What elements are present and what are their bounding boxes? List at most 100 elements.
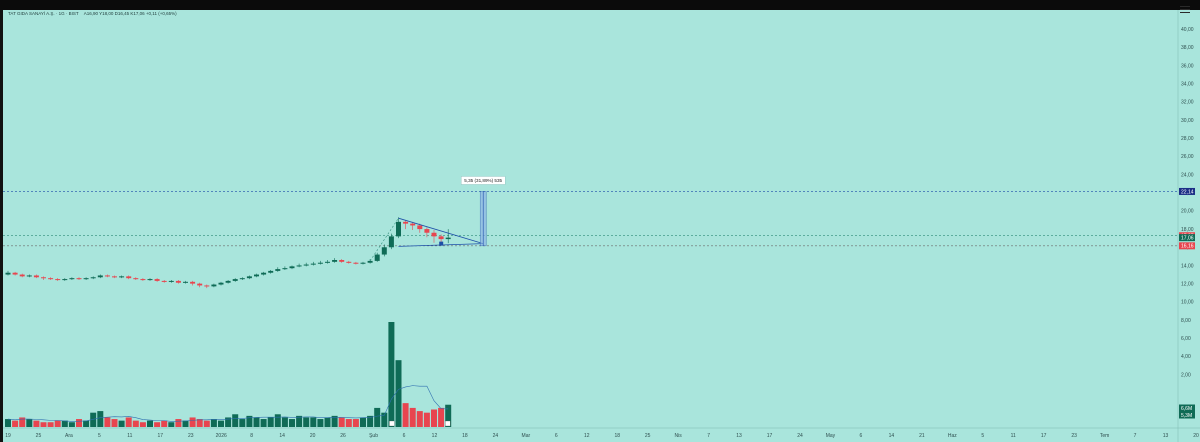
time-tick-label: 5 xyxy=(98,433,101,439)
price-tick-label: 8,00 xyxy=(1181,318,1191,324)
symbol-title[interactable]: TAT GIDA SANAYİ A.Ş. · 1G · BIST xyxy=(8,11,79,16)
candle-body xyxy=(41,277,46,279)
candle-body xyxy=(381,247,387,255)
time-tick-label: 25 xyxy=(645,433,651,439)
candle-body xyxy=(261,272,267,275)
candle-body xyxy=(431,232,437,237)
candle-body xyxy=(26,275,32,277)
volume-bar xyxy=(381,412,388,427)
time-tick-label: 20 xyxy=(310,433,316,439)
candle-body xyxy=(353,262,359,264)
candle-body xyxy=(310,263,316,265)
candle-body xyxy=(154,279,160,281)
candle-body xyxy=(225,280,231,283)
candle-body xyxy=(140,279,146,281)
time-tick-label: Tem xyxy=(1100,433,1109,439)
candle-body xyxy=(275,269,281,271)
candle-body xyxy=(19,274,25,277)
time-tick-label: 25 xyxy=(36,433,42,439)
candle-body xyxy=(296,265,302,267)
volume-bar xyxy=(40,422,47,427)
candle-body xyxy=(211,284,217,287)
volume-bar xyxy=(168,422,175,427)
volume-bar xyxy=(12,420,19,427)
price-tick-label: 2,00 xyxy=(1181,372,1191,378)
candle-body xyxy=(175,280,181,283)
volume-bar xyxy=(203,420,210,427)
volume-bar xyxy=(76,419,82,427)
time-tick-label: Şub xyxy=(369,433,378,439)
candle-body xyxy=(48,278,54,280)
candle-body xyxy=(254,274,259,277)
volume-bar xyxy=(118,420,125,427)
time-tick-label: 19 xyxy=(5,433,11,439)
candle-body xyxy=(168,280,174,282)
candle-body xyxy=(83,278,89,280)
measure-label: 5,35 (31,89%) 535 xyxy=(464,178,502,183)
volume-bar xyxy=(423,412,430,427)
candle-body xyxy=(183,281,188,283)
price-tick-label: 32,00 xyxy=(1181,100,1194,106)
volume-bar xyxy=(47,422,54,427)
volume-moving-average xyxy=(7,385,449,422)
event-badge xyxy=(445,420,451,427)
volume-bar xyxy=(367,415,374,427)
time-tick-label: 14 xyxy=(279,433,285,439)
volume-bar xyxy=(431,409,437,427)
menu-icon[interactable] xyxy=(1180,4,1190,14)
candle-body xyxy=(388,236,394,248)
time-tick-label: 17 xyxy=(1041,433,1047,439)
volume-bar xyxy=(182,420,189,427)
volume-bar xyxy=(104,417,111,427)
price-tag xyxy=(1179,234,1195,242)
candle-body xyxy=(147,279,153,281)
volume-bar xyxy=(147,420,153,427)
top-toolbar xyxy=(0,0,1200,10)
candle-body xyxy=(367,260,373,263)
price-tick-label: 36,00 xyxy=(1181,63,1194,69)
volume-bar xyxy=(310,417,317,427)
candle-body xyxy=(445,237,451,240)
volume-bar xyxy=(210,419,217,427)
candle-body xyxy=(204,285,210,287)
volume-bar xyxy=(33,420,40,427)
volume-bar xyxy=(218,420,224,427)
volume-bar xyxy=(132,420,139,427)
candle-body xyxy=(332,260,338,262)
candle-body xyxy=(438,236,444,240)
volume-bar xyxy=(246,415,253,427)
time-tick-label: 5 xyxy=(981,433,984,439)
candle-body xyxy=(69,278,75,280)
price-tag-label: 16,16 xyxy=(1181,244,1194,250)
candle-body xyxy=(360,262,366,264)
volume-bar xyxy=(97,411,104,427)
volume-bar xyxy=(352,419,359,427)
volume-bar xyxy=(274,414,281,427)
candle-body xyxy=(76,278,82,280)
price-tick-label: 40,00 xyxy=(1181,27,1194,33)
volume-bar xyxy=(61,420,68,427)
measure-label-box xyxy=(461,176,506,185)
volume-bar xyxy=(154,422,161,427)
candle-body xyxy=(339,260,345,262)
candle-body xyxy=(325,261,330,263)
candle-body xyxy=(239,278,245,280)
candle-body xyxy=(232,279,238,281)
price-tick-label: 14,00 xyxy=(1181,263,1194,269)
price-tick-label: 4,00 xyxy=(1181,354,1191,360)
candle-body xyxy=(190,281,196,284)
time-tick-label: 21 xyxy=(919,433,925,439)
price-tick-label: 34,00 xyxy=(1181,81,1194,87)
price-tag-label: 5,3M xyxy=(1181,413,1192,419)
price-tick-label: 6,00 xyxy=(1181,336,1191,342)
price-tick-label: 30,00 xyxy=(1181,118,1194,124)
time-tick-label: 6 xyxy=(860,433,863,439)
time-tick-label: Mar xyxy=(522,433,531,439)
volume-bar xyxy=(225,417,232,427)
volume-bar xyxy=(253,417,260,427)
candle-body xyxy=(55,279,61,281)
volume-bar xyxy=(161,420,168,427)
volume-bar xyxy=(196,419,203,427)
volume-bar xyxy=(232,414,239,427)
